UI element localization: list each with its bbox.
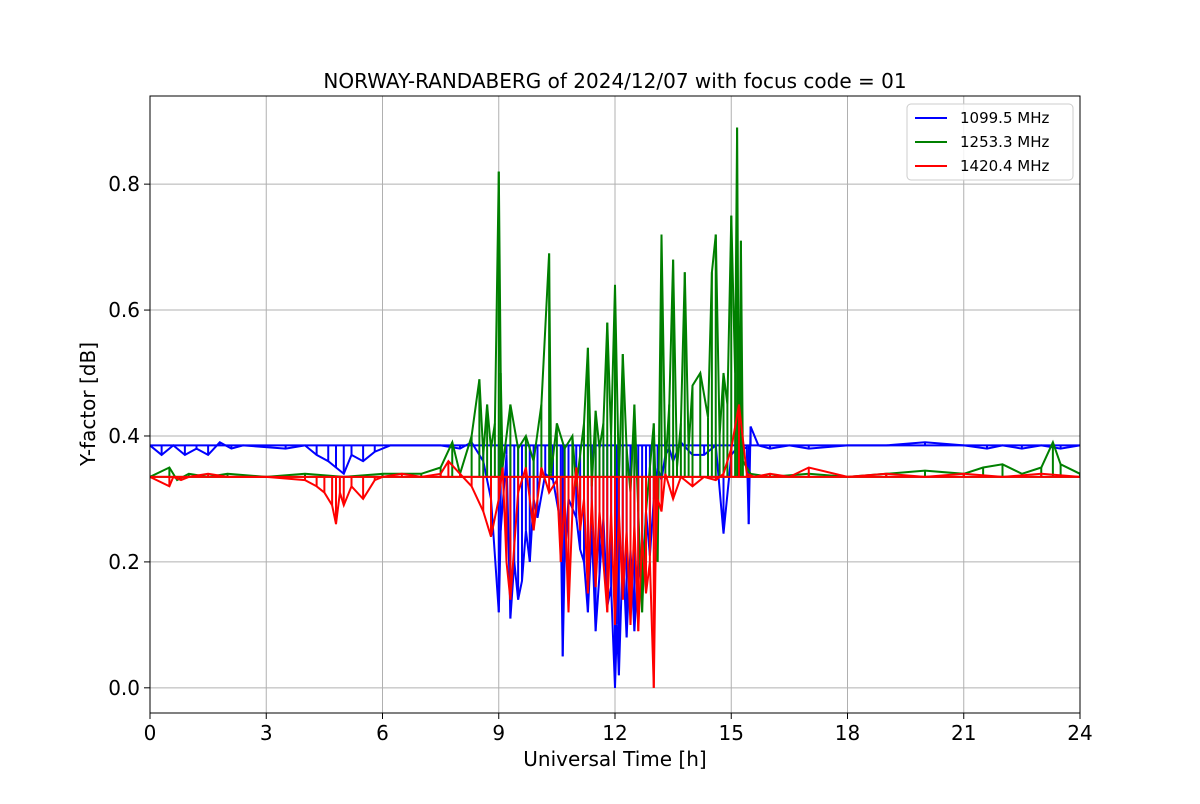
x-tick-label: 15 — [719, 721, 744, 745]
x-tick-label: 9 — [492, 721, 505, 745]
x-tick-label: 21 — [951, 721, 976, 745]
x-axis: 0 3 6 9 12 15 18 21 24 — [144, 713, 1093, 745]
y-tick-label: 0.8 — [108, 172, 140, 196]
legend-label: 1099.5 MHz — [960, 109, 1049, 127]
chart-title: NORWAY-RANDABERG of 2024/12/07 with focu… — [323, 69, 906, 93]
y-tick-label: 0.2 — [108, 550, 140, 574]
legend-label: 1420.4 MHz — [960, 157, 1049, 175]
y-tick-label: 0.4 — [108, 424, 140, 448]
plot-area — [150, 127, 1080, 688]
series-3 — [150, 404, 1080, 688]
legend-item: 1253.3 MHz — [915, 133, 1049, 151]
y-axis: 0.0 0.2 0.4 0.6 0.8 — [108, 172, 150, 700]
legend-label: 1253.3 MHz — [960, 133, 1049, 151]
legend-item: 1099.5 MHz — [915, 109, 1049, 127]
x-tick-label: 12 — [602, 721, 627, 745]
legend-box — [906, 103, 1074, 181]
x-axis-label: Universal Time [h] — [523, 747, 706, 771]
legend: 1099.5 MHz 1253.3 MHz 1420.4 MHz — [906, 103, 1074, 181]
x-tick-label: 3 — [260, 721, 273, 745]
x-tick-label: 6 — [376, 721, 389, 745]
series-line — [150, 404, 1080, 688]
y-axis-label: Y-factor [dB] — [76, 342, 100, 467]
x-tick-label: 24 — [1067, 721, 1092, 745]
y-tick-label: 0.0 — [108, 676, 140, 700]
y-tick-label: 0.6 — [108, 298, 140, 322]
x-tick-label: 0 — [144, 721, 157, 745]
legend-item: 1420.4 MHz — [915, 157, 1049, 175]
x-tick-label: 18 — [835, 721, 860, 745]
